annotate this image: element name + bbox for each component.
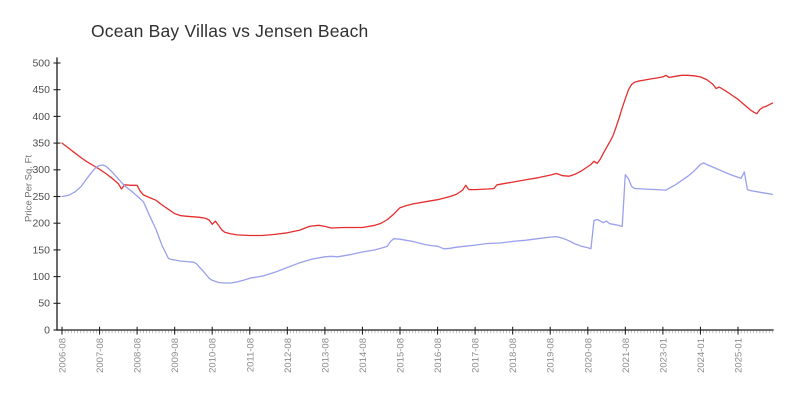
y-tick-label: 300 xyxy=(32,164,50,176)
x-tick-label: 2024-01 xyxy=(696,338,707,373)
x-tick-label: 2025-01 xyxy=(734,338,745,373)
x-tick-label: 2009-08 xyxy=(170,338,181,373)
x-tick-label: 2016-08 xyxy=(433,338,444,373)
x-tick-label: 2014-08 xyxy=(358,338,369,373)
y-tick-label: 150 xyxy=(32,244,50,256)
x-tick-label: 2017-08 xyxy=(471,338,482,373)
x-tick-label: 2007-08 xyxy=(95,338,106,373)
y-tick-label: 450 xyxy=(32,84,50,96)
chart-title: Ocean Bay Villas vs Jensen Beach xyxy=(91,21,369,41)
x-tick-label: 2013-08 xyxy=(320,338,331,373)
x-tick-label: 2018-08 xyxy=(508,338,519,373)
x-minor-ticks xyxy=(61,330,773,334)
y-tick-label: 50 xyxy=(38,298,50,310)
y-axis-ticks: 0 50 100 150 200 250 300 350 400 450 500 xyxy=(32,57,61,336)
x-tick-label: 2021-08 xyxy=(621,338,632,373)
x-tick-label: 2010-08 xyxy=(208,338,219,373)
y-tick-label: 200 xyxy=(32,218,50,230)
x-tick-label: 2023-01 xyxy=(658,338,669,373)
x-tick-label: 2011-08 xyxy=(245,338,256,372)
x-tick-label: 2006-08 xyxy=(58,338,69,373)
y-tick-label: 0 xyxy=(44,324,50,336)
red-series-line xyxy=(61,74,774,237)
blue-series-line xyxy=(61,162,774,284)
y-tick-label: 250 xyxy=(32,191,50,203)
x-tick-label: 2019-08 xyxy=(546,338,557,373)
x-axis-ticks: 2006-08 2007-08 2008-08 2009-08 2010-08 2011-… xyxy=(58,326,745,373)
x-tick-label: 2008-08 xyxy=(133,338,144,373)
axes xyxy=(56,57,774,331)
x-tick-label: 2020-08 xyxy=(583,338,594,373)
y-tick-label: 350 xyxy=(32,138,50,150)
y-tick-label: 500 xyxy=(32,57,50,69)
y-tick-label: 400 xyxy=(32,111,50,123)
y-tick-label: 100 xyxy=(32,271,50,283)
y-axis-title: Price Per Sq. Ft xyxy=(23,154,35,223)
x-tick-label: 2012-08 xyxy=(283,338,294,373)
x-tick-label: 2015-08 xyxy=(396,338,407,373)
